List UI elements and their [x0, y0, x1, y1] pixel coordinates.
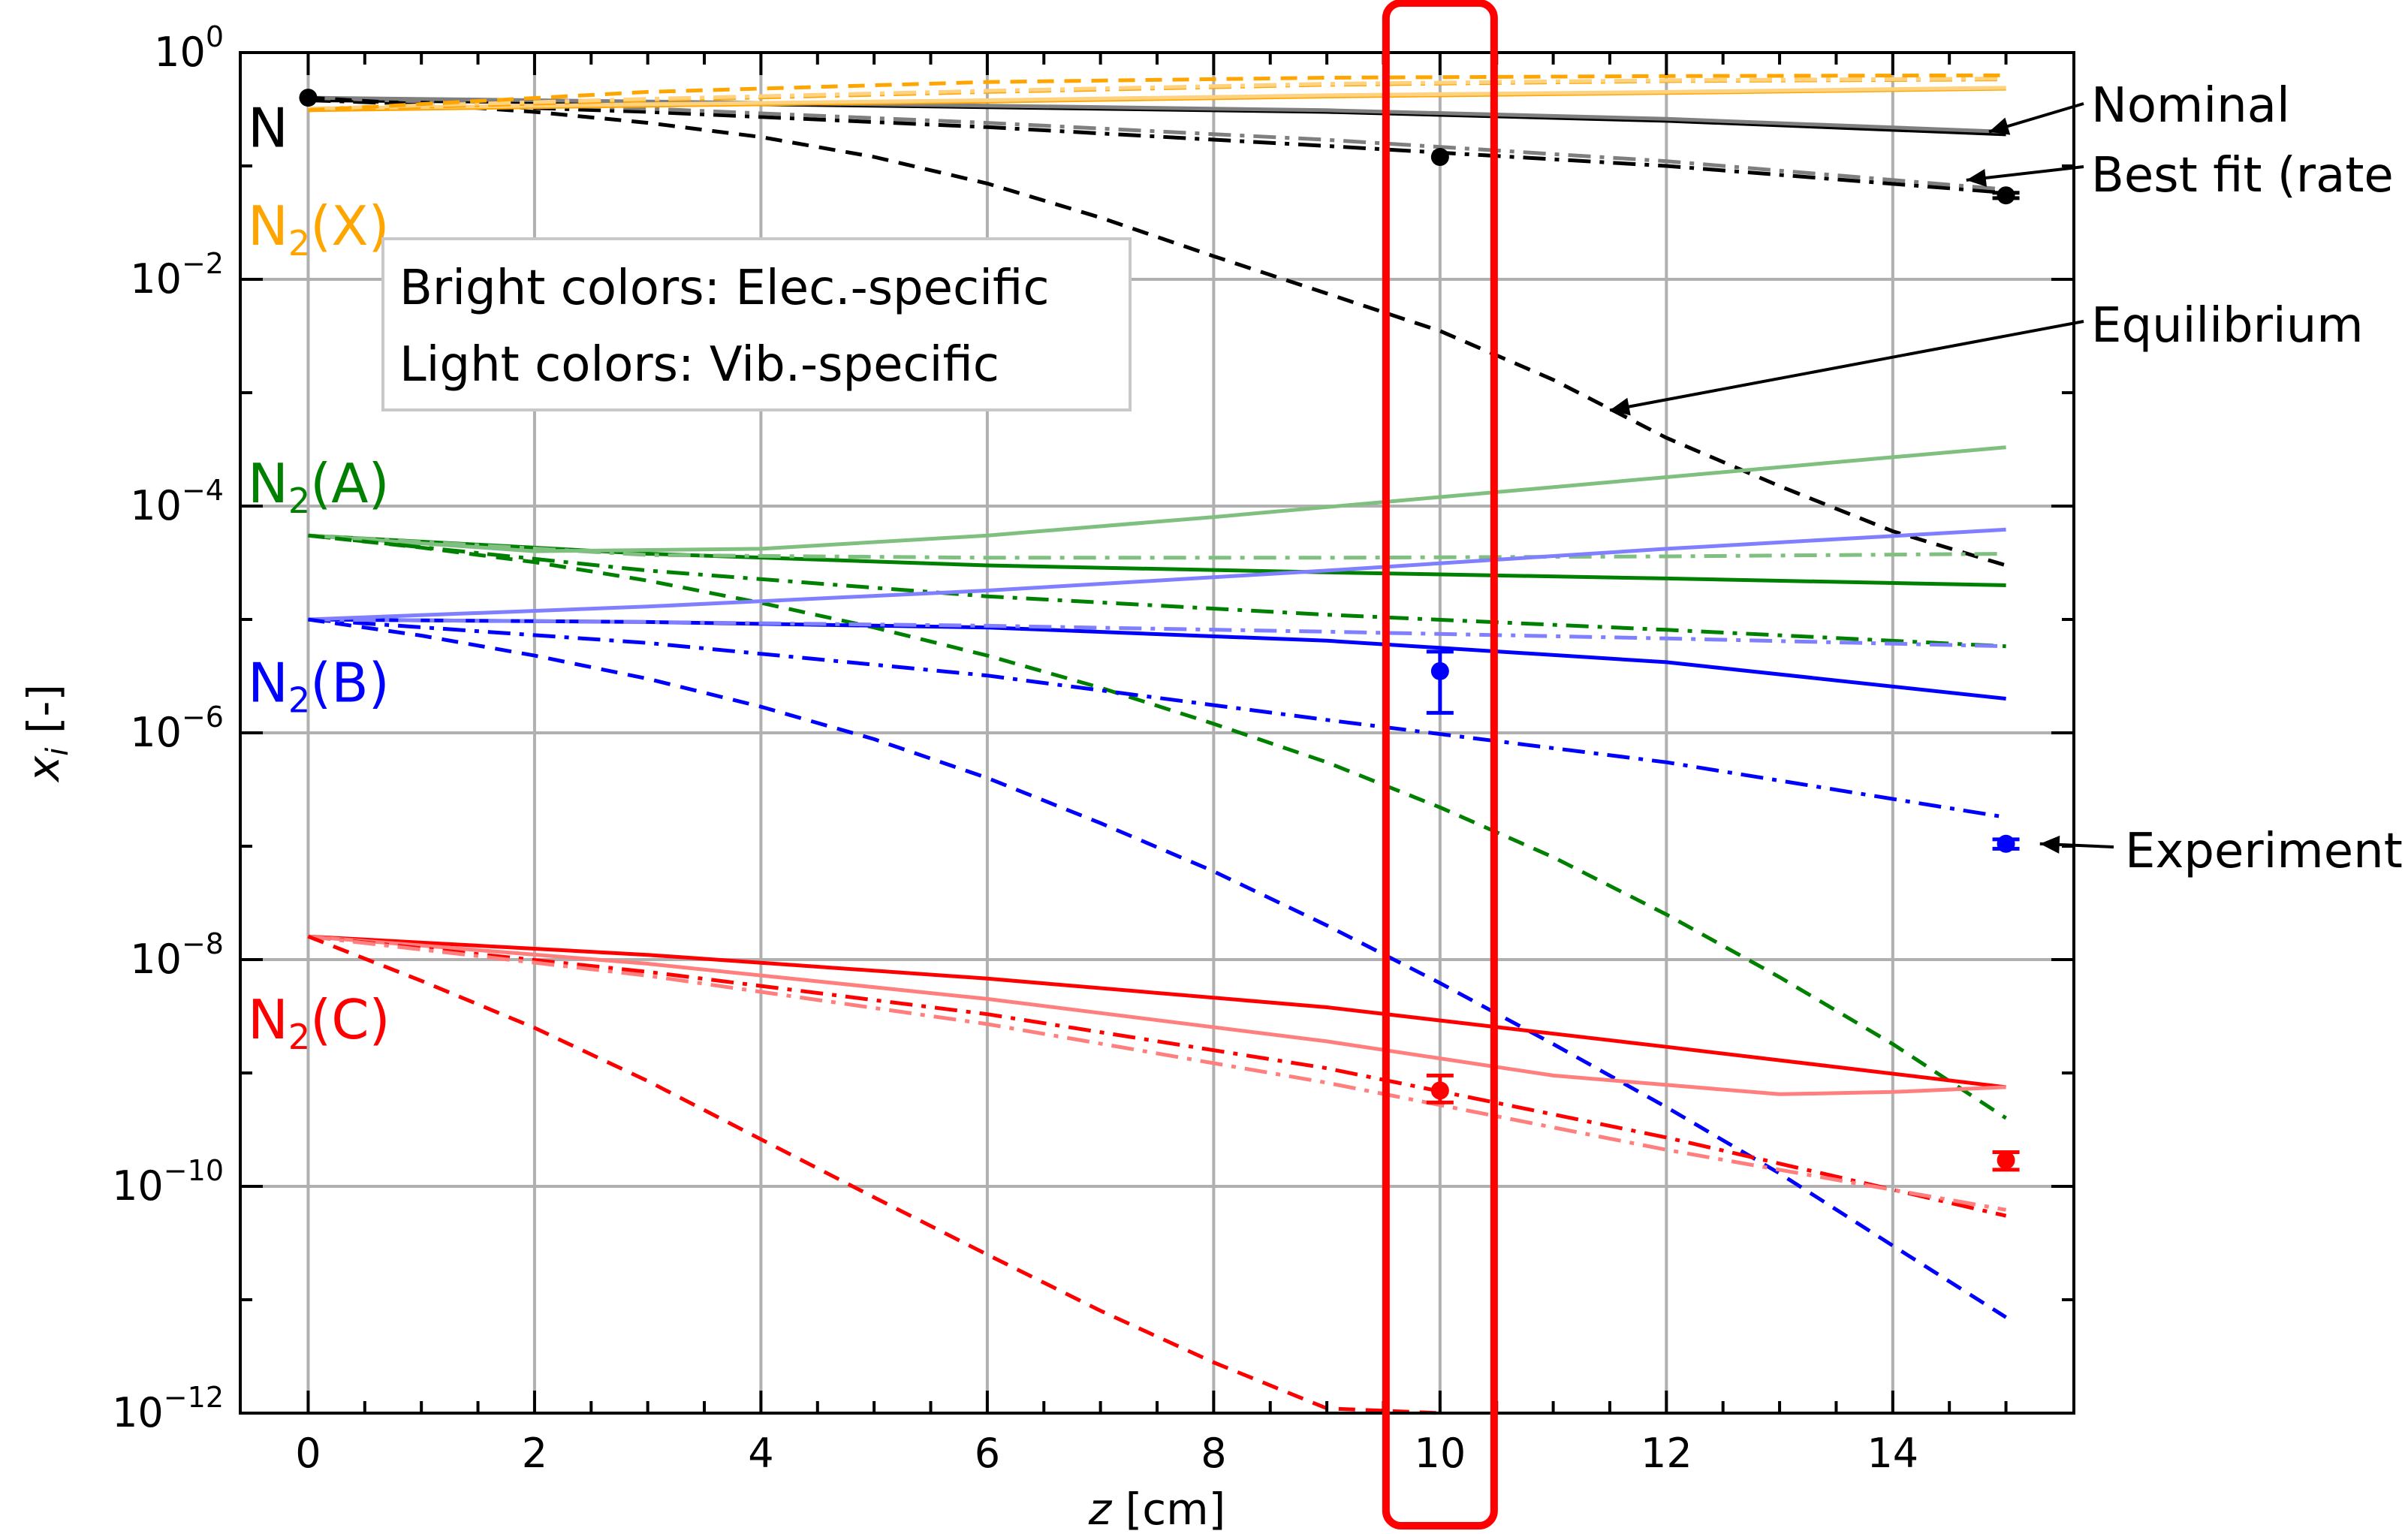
series-n2x-vib-solid [308, 86, 2006, 111]
series-n2b-elec-dashdot [308, 617, 2007, 819]
annotation-arrow-head [1988, 117, 2011, 135]
ticks-group: 0 2 4 6 8 10 12 14 100 10−2 10−4 10−6 10−8 10−10 10−12 [112, 20, 2074, 1477]
series-n2a-vib-solid [308, 445, 2006, 553]
x-tick-label: 14 [1867, 1430, 1918, 1477]
annotation-arrow-head [1609, 397, 1631, 416]
x-tick-label: 4 [748, 1430, 773, 1477]
x-tick-label: 8 [1201, 1430, 1226, 1477]
annotation-arrow-line [1966, 165, 2084, 182]
x-tick-label: 12 [1641, 1430, 1692, 1477]
series-n2x-vib-dashdot [308, 77, 2006, 111]
series-n2a-elec-dashed [308, 533, 2007, 1120]
species-label: N2(X) [248, 194, 390, 264]
series-n2a-elec-dashdot [308, 533, 2006, 649]
legend-line: Light colors: Vib.-specific [399, 337, 999, 393]
series-n2c-elec-dashed [307, 934, 1441, 1415]
series-n-elec-dashdot [308, 98, 2006, 195]
y-tick-label: 10−6 [130, 701, 224, 756]
annotation-label: Experiment [2125, 824, 2403, 879]
x-tick-label: 0 [295, 1430, 321, 1477]
annotation-label: Equilibrium [2091, 298, 2364, 354]
y-tick-label: 10−2 [130, 247, 224, 303]
experiment-point [1997, 186, 2015, 205]
series-n-elec-dashed [308, 95, 2007, 568]
x-tick-label: 2 [522, 1430, 547, 1477]
annotation-label: Best fit (rate [2091, 148, 2394, 203]
y-axis-label: xi [-] [18, 684, 75, 783]
series-n2c-elec-solid [308, 934, 2006, 1089]
species-label: N2(B) [248, 651, 390, 720]
series-n2b-elec-dashed [308, 617, 2007, 1319]
x-tick-label: 6 [975, 1430, 1000, 1477]
y-tick-label: 10−12 [112, 1381, 224, 1436]
annotation-arrow-head [1966, 168, 1987, 187]
experiment-point [1430, 148, 1449, 167]
series-n2c-vib-solid [308, 934, 2006, 1096]
y-tick-label: 10−8 [130, 927, 224, 983]
series-group [307, 73, 2007, 1415]
annotations-group: Nominal Best fit (rate Equilibrium Experime… [1609, 78, 2403, 879]
experiment-point [299, 89, 318, 107]
y-tick-label: 10−4 [130, 474, 224, 529]
annotation-arrow-head [2039, 835, 2060, 854]
series-n2b-vib-solid [308, 527, 2006, 622]
experiment-point [1997, 1151, 2015, 1170]
experiment-point [1430, 662, 1449, 680]
x-axis-label: z [cm] [1088, 1484, 1226, 1534]
legend-frame [381, 237, 1132, 411]
experiment-point [1997, 834, 2015, 853]
series-n2c-vib-dashdot [308, 934, 2007, 1212]
species-label: N2(A) [248, 452, 390, 521]
experiment-point [1430, 1081, 1449, 1100]
x-tick-label: 10 [1414, 1430, 1466, 1477]
y-tick-label: 100 [154, 20, 224, 76]
species-label: N2(C) [248, 988, 390, 1057]
series-n2c-elec-dashdot [308, 934, 2007, 1218]
annotation-arrow-line [1609, 320, 2084, 412]
species-label: N [248, 96, 288, 159]
annotation-label: Nominal [2091, 78, 2290, 134]
legend-box: Bright colors: Elec.-specific Light color… [381, 237, 1132, 411]
experiment-group [299, 89, 2020, 1172]
series-n2a-vib-dashdot [308, 533, 2006, 560]
y-tick-label: 10−10 [112, 1154, 224, 1210]
series-n2x-elec-dashed [308, 73, 2006, 113]
highlight-box [1382, 0, 1498, 1529]
series-n2b-vib-dashdot [308, 617, 2006, 649]
legend-line: Bright colors: Elec.-specific [399, 261, 1050, 316]
labels-group: z [cm] xi [-] N N2(X) N2(A) N2(B) N2(C) [18, 96, 1225, 1534]
